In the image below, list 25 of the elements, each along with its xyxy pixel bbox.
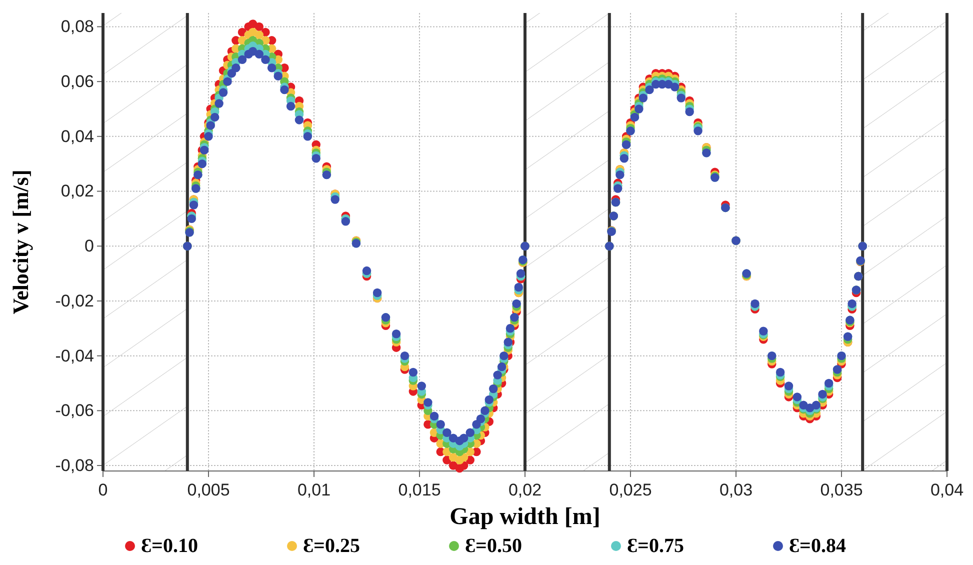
y-tick-label: -0,04 bbox=[55, 346, 94, 366]
x-tick-label: 0,04 bbox=[930, 480, 964, 500]
y-tick-label: -0,02 bbox=[55, 291, 94, 310]
legend-label: Ɛ=0.25 bbox=[303, 535, 360, 557]
y-tick-label: 0,06 bbox=[60, 72, 94, 92]
x-tick-label: 0,005 bbox=[187, 480, 230, 500]
y-axis-title: Velocity v [m/s] bbox=[8, 170, 33, 314]
y-tick-label: 0,04 bbox=[60, 126, 94, 146]
x-tick-label: 0,02 bbox=[508, 480, 542, 500]
x-tick-label: 0,035 bbox=[820, 480, 863, 500]
legend-label: Ɛ=0.10 bbox=[141, 535, 198, 557]
legend-label: Ɛ=0.75 bbox=[627, 535, 684, 557]
y-tick-label: -0,06 bbox=[55, 401, 94, 420]
x-tick-label: 0,015 bbox=[398, 480, 441, 500]
y-tick-label: 0 bbox=[84, 236, 94, 256]
legend-label: Ɛ=0.50 bbox=[465, 535, 522, 557]
x-tick-label: 0,03 bbox=[719, 480, 753, 500]
y-tick-label: 0,08 bbox=[60, 17, 94, 36]
legend-label: Ɛ=0.84 bbox=[789, 535, 846, 557]
x-tick-label: 0 bbox=[98, 480, 108, 500]
y-tick-label: 0,02 bbox=[60, 182, 94, 201]
x-axis-title: Gap width [m] bbox=[450, 504, 600, 530]
y-tick-label: -0,08 bbox=[55, 456, 94, 475]
x-tick-label: 0,01 bbox=[297, 480, 331, 500]
x-tick-label: 0,025 bbox=[609, 480, 652, 500]
